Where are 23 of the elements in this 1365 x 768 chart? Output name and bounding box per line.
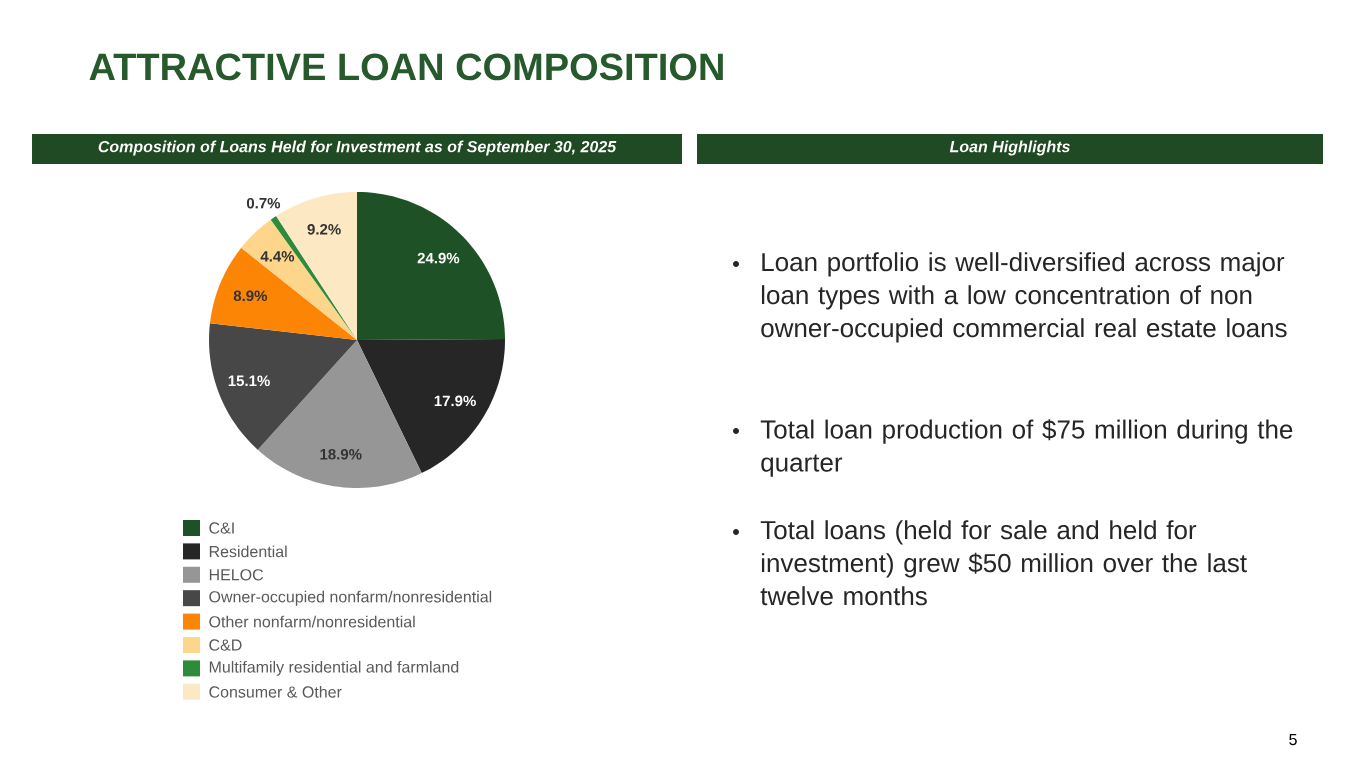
data-label: 24.9% [417, 252, 460, 264]
legend-label: Multifamily residential and farmland [209, 660, 459, 676]
legend-label: HELOC [209, 569, 264, 581]
text: 5 [1289, 733, 1297, 746]
data-label: 8.9% [233, 290, 268, 302]
chart-title: ATTRACTIVE LOAN COMPOSITION [89, 53, 723, 81]
legend-label: C&D [209, 639, 242, 651]
text: Total loans (held for sale and held for investment) grew $50 million over the last twelve months [760, 520, 1247, 606]
legend-label: Consumer & Other [209, 685, 342, 698]
chart-subtitle: Composition of Loans Held for Investment as of September 30, 2025 [98, 140, 617, 156]
data-label: 0.7% [246, 197, 281, 209]
legend-label: Residential [209, 545, 287, 558]
data-label: 4.4% [260, 251, 295, 262]
legend-label: Owner-occupied nonfarm/nonresidential [209, 590, 492, 606]
data-label: 15.1% [228, 375, 270, 387]
legend-label: Other nonfarm/nonresidential [209, 615, 415, 628]
data-label: 9.2% [307, 224, 341, 235]
text: Loan portfolio is well-diversified across major loan types with a low concentration of non owner-occupied commercial real estate loans [761, 252, 1287, 343]
text: Total loan production of $75 million during the quarter [760, 419, 1293, 477]
text: Loan Highlights [949, 140, 1070, 156]
data-label: 17.9% [434, 395, 476, 407]
data-label: 18.9% [320, 448, 362, 460]
legend-label: C&I [209, 522, 234, 534]
